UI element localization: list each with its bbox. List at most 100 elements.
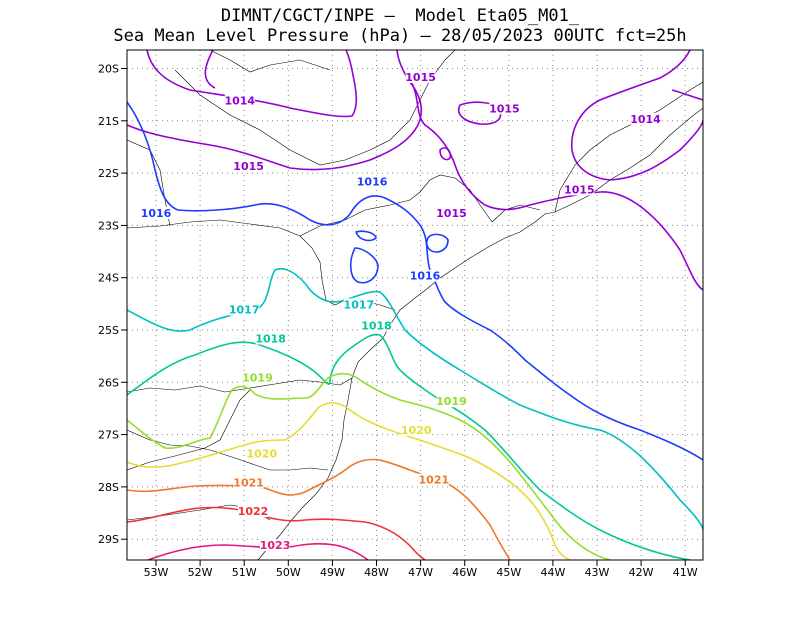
border-argentina (127, 389, 251, 471)
isobar-label-bg (233, 159, 264, 172)
isobar-1015-east (409, 79, 703, 291)
border-es (554, 81, 703, 213)
isobar-label: 1016 (141, 207, 172, 220)
isobar-label-bg (233, 476, 264, 489)
isobar-label-bg (564, 183, 595, 196)
y-tick-label: 27S (98, 429, 119, 442)
isobar-label-bg (141, 206, 171, 219)
border-rj (491, 204, 541, 223)
state-borders (127, 50, 703, 560)
isobar-label: 1015 (233, 160, 264, 173)
x-tick-label: 51W (232, 566, 257, 579)
x-tick-label: 41W (673, 566, 698, 579)
isobar-1014-east (570, 50, 703, 181)
x-tick-label: 46W (452, 566, 477, 579)
y-tick-label: 28S (98, 481, 119, 494)
map-frame (126, 49, 704, 561)
x-tick-label: 47W (408, 566, 433, 579)
y-tick-label: 21S (98, 115, 119, 128)
border-sc-rs (127, 429, 329, 471)
x-tick-label: 53W (144, 566, 169, 579)
isobar-1015-small (439, 147, 452, 161)
isobar-label: 1019 (436, 395, 467, 408)
isobar-label-bg (630, 112, 661, 125)
isobar-label-bg (260, 539, 291, 552)
isobar-1016 (127, 101, 703, 461)
isobar-1016-loop1 (349, 247, 379, 284)
y-tick-label: 22S (98, 167, 119, 180)
map-title-line2: Sea Mean Level Pressure (hPa) – 28/05/20… (113, 26, 687, 46)
isobar-labels: 1014 1014 1015 1015 1015 1015 1015 1016 1016 1016… (141, 70, 661, 552)
isobar-label: 1019 (242, 372, 273, 385)
isobar-label: 1017 (344, 298, 375, 311)
y-tick-label: 20S (98, 63, 119, 76)
isobar-label: 1023 (260, 539, 291, 552)
isobar-1018 (127, 333, 691, 560)
isobar-label: 1014 (630, 113, 661, 126)
isobar-label: 1022 (238, 505, 269, 518)
isobar-1023 (147, 542, 369, 560)
border-parana-river (127, 219, 327, 301)
isobar-1020 (127, 402, 571, 560)
border-mg-north (174, 50, 456, 166)
isobar-label-bg (489, 102, 520, 115)
isobar-label-bg (255, 332, 286, 345)
isobar-label-bg (246, 447, 277, 460)
isobar-label-bg (401, 423, 432, 436)
y-tick-label: 24S (98, 272, 119, 285)
isobar-lines (127, 50, 703, 560)
isobar-label: 1015 (564, 183, 595, 196)
x-tick-label: 48W (364, 566, 389, 579)
isobar-label-bg (224, 94, 255, 107)
coastline (257, 107, 703, 560)
isobar-label-bg (405, 70, 436, 83)
isobar-label-bg (343, 298, 374, 311)
isobar-label: 1016 (410, 270, 441, 283)
isobar-label: 1016 (357, 176, 388, 189)
isobar-1019 (127, 372, 611, 560)
x-tick-label: 45W (496, 566, 521, 579)
y-tick-label: 25S (98, 324, 119, 337)
x-tick-label: 44W (540, 566, 565, 579)
isobar-label-bg (238, 505, 269, 518)
isobar-1014-east-b (671, 89, 703, 101)
map-title-line1: DIMNT/CGCT/INPE – Model Eta05_M01_ (220, 6, 580, 26)
isobar-1016-loop3 (354, 230, 377, 242)
y-tick-label: 23S (98, 219, 119, 232)
isobar-1017 (127, 268, 703, 531)
isobar-label: 1018 (361, 319, 392, 332)
isobar-label-bg (436, 395, 467, 408)
isobar-1021 (127, 458, 511, 560)
border-go (209, 50, 331, 73)
lat-lon-grid (127, 50, 703, 560)
isobar-1022 (127, 506, 426, 560)
isobar-label: 1015 (436, 207, 467, 220)
isobar-label: 1018 (255, 332, 286, 345)
x-tick-label: 42W (629, 566, 654, 579)
isobar-label-bg (436, 206, 467, 219)
x-tick-label: 50W (276, 566, 301, 579)
isobar-1014-west-b (204, 50, 216, 89)
isobar-label: 1021 (419, 474, 450, 487)
y-tick-label: 29S (98, 533, 119, 546)
x-tick-label: 43W (585, 566, 610, 579)
isobar-1015-loop (458, 101, 502, 125)
isobar-label: 1020 (247, 448, 278, 461)
isobar-1014-west (146, 50, 358, 118)
isobar-label: 1017 (229, 304, 260, 317)
isobar-label: 1021 (233, 476, 264, 489)
border-sp-mg (299, 174, 493, 237)
isobar-label-bg (229, 303, 260, 316)
isobar-label-bg (242, 371, 273, 384)
y-tick-label: 26S (98, 376, 119, 389)
isobar-label-bg (418, 473, 449, 486)
isobar-label-bg (357, 175, 388, 188)
isobar-1016-loop2 (425, 233, 449, 253)
isobar-label: 1020 (401, 424, 432, 437)
isobar-1015-west (127, 50, 422, 171)
x-tick-label: 49W (320, 566, 345, 579)
isobar-label-bg (410, 269, 441, 282)
axis-ticks: 53W 52W 51W 50W 49W 48W 47W 46W 45W 44W 43W 42W 41W 2… (98, 63, 698, 580)
x-tick-label: 52W (188, 566, 213, 579)
